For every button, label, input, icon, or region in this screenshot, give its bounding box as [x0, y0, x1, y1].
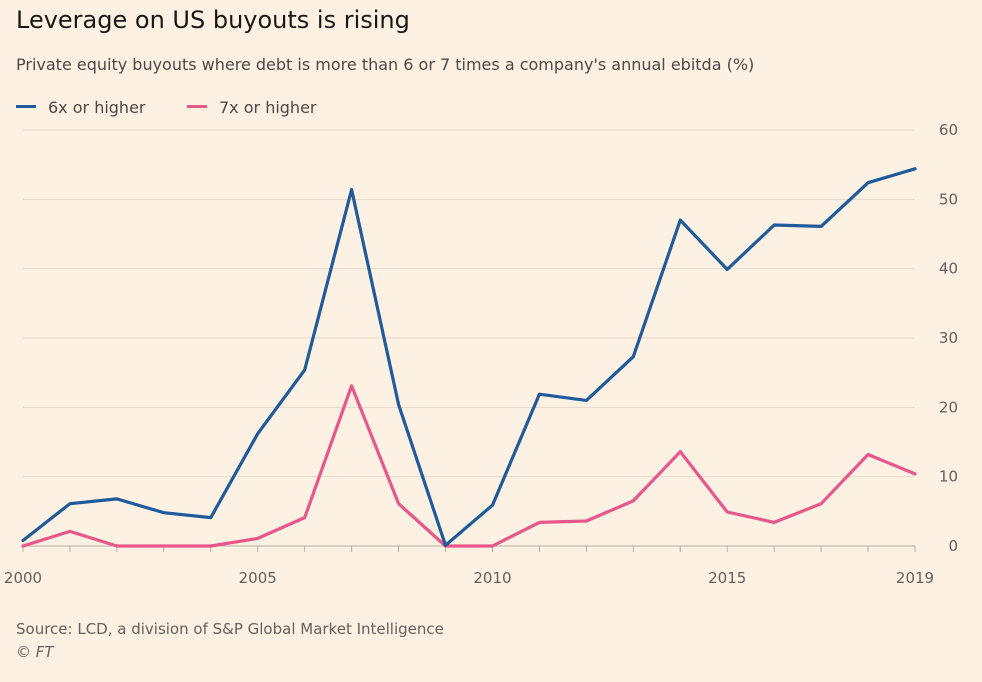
x-tick-label: 2015 [708, 569, 746, 587]
y-tick-label: 20 [939, 398, 958, 416]
legend-label-6x: 6x or higher [48, 98, 146, 117]
series-line-6x [21, 167, 917, 547]
x-tick-label: 2010 [473, 569, 511, 587]
y-axis: 0 10 20 30 40 50 60 [939, 121, 958, 555]
legend-item-6x: 6x or higher [16, 98, 146, 117]
x-tick-label: 2000 [4, 569, 42, 587]
y-tick-label: 0 [948, 537, 958, 555]
legend-item-7x: 7x or higher [187, 98, 317, 117]
y-tick-label: 60 [939, 121, 958, 139]
y-tick-label: 30 [939, 329, 958, 347]
chart-title: Leverage on US buyouts is rising [16, 6, 410, 34]
gridlines [23, 129, 915, 547]
x-tick-label: 2019 [896, 569, 934, 587]
legend-swatch-7x [187, 105, 207, 108]
legend-label-7x: 7x or higher [219, 98, 317, 117]
series-lines [21, 167, 917, 548]
chart-subtitle: Private equity buyouts where debt is mor… [16, 55, 755, 74]
y-tick-label: 10 [939, 468, 958, 486]
series-line-7x [21, 384, 917, 548]
copyright-note: © FT [16, 643, 54, 661]
x-tick-label: 2005 [239, 569, 277, 587]
x-axis: 2000 2005 2010 2015 2019 [4, 546, 934, 587]
y-tick-label: 50 [939, 190, 958, 208]
legend-swatch-6x [16, 105, 36, 108]
source-note: Source: LCD, a division of S&P Global Ma… [16, 620, 444, 638]
y-tick-label: 40 [939, 260, 958, 278]
